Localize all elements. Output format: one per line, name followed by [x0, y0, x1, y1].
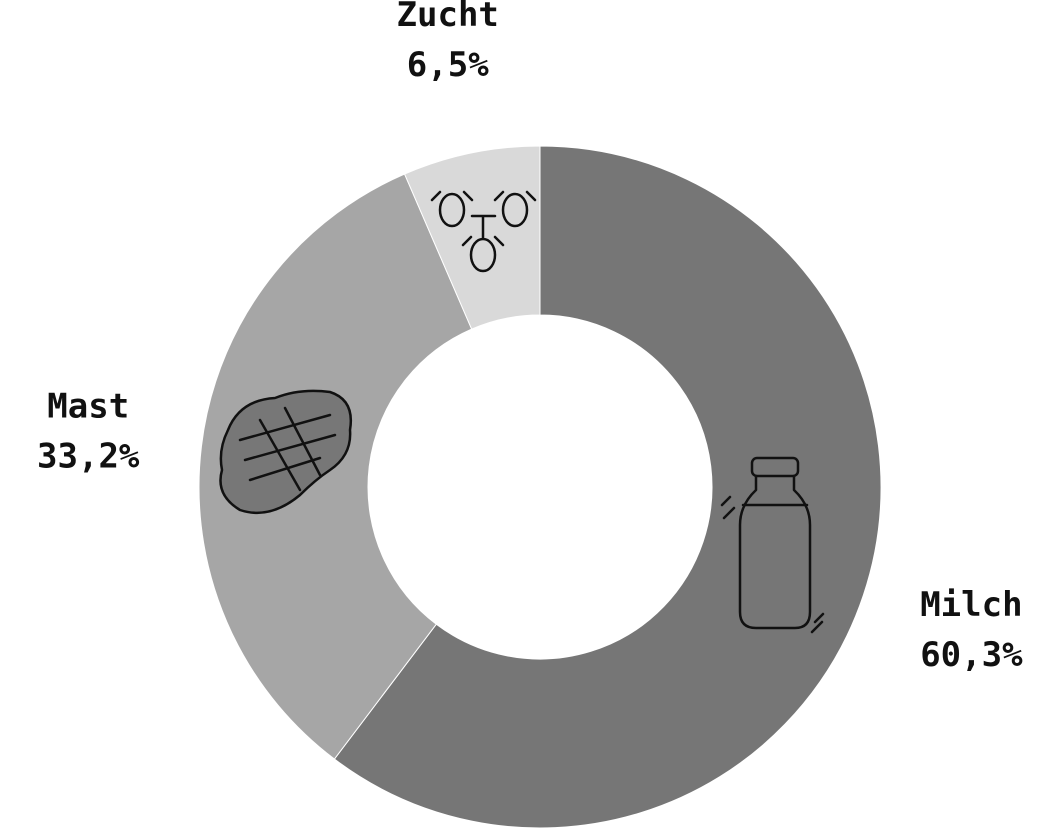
value-label: 60,3% — [920, 635, 1023, 675]
value-label: 33,2% — [37, 436, 140, 476]
value-label: 6,5% — [407, 45, 489, 85]
labels: Milch 60,3% Mast 33,2% Zucht 6,5% — [37, 0, 1023, 675]
chart: Milch 60,3% Mast 33,2% Zucht 6,5% — [0, 0, 1053, 828]
category-label: Zucht — [397, 0, 499, 35]
page: Milch60,3%Mast33,2%Zucht6,5% (() => { co… — [0, 0, 1053, 828]
category-label: Mast — [47, 386, 129, 426]
category-label: Milch — [920, 585, 1022, 625]
